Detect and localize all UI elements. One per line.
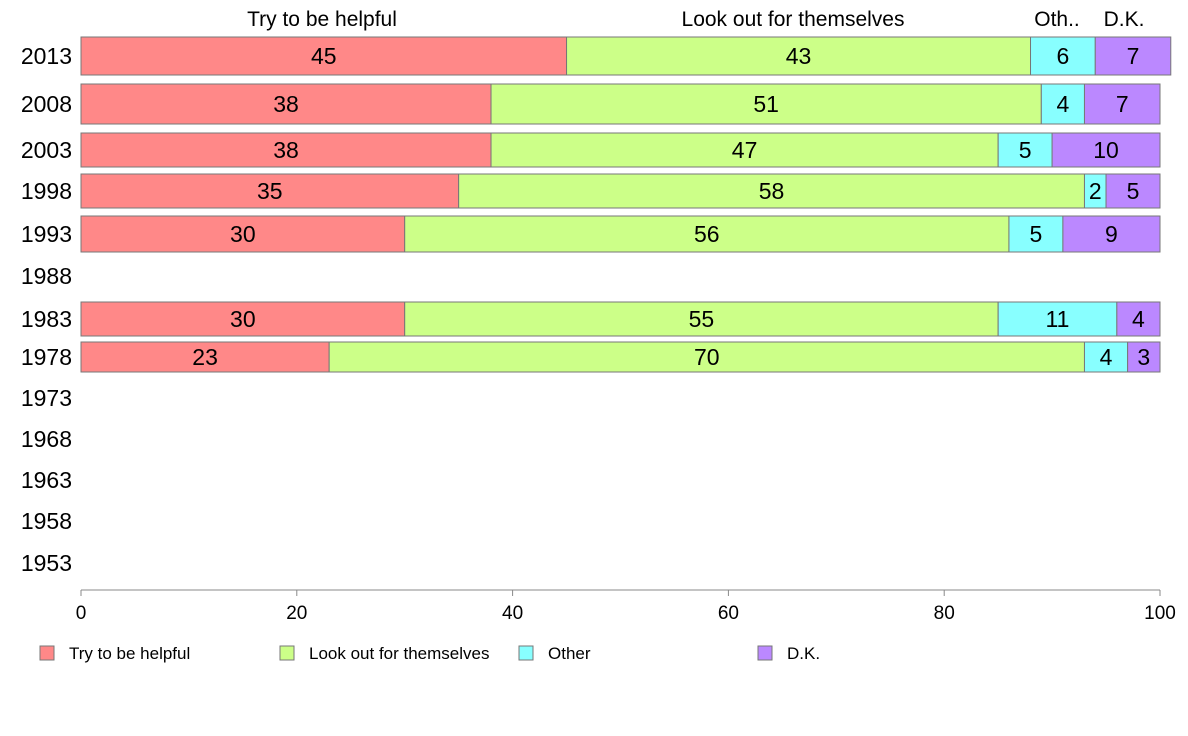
- bar-segment: [997, 301, 1118, 337]
- category-label: 1968: [21, 426, 72, 452]
- category-label: 1993: [21, 221, 72, 247]
- data-label: 58: [759, 178, 785, 204]
- category-label: 1963: [21, 467, 72, 493]
- bar-segment: [1083, 341, 1129, 373]
- category-label: 1988: [21, 263, 72, 289]
- column-header: Try to be helpful: [247, 8, 397, 31]
- bar-segment: [566, 36, 1032, 76]
- x-tick-label: 20: [286, 603, 307, 624]
- bar-segment: [80, 173, 460, 209]
- data-label: 23: [192, 344, 218, 370]
- data-label: 51: [753, 91, 779, 117]
- bar-segment: [1127, 341, 1161, 373]
- legend-swatch: [39, 645, 55, 661]
- column-header: Oth..: [1034, 8, 1080, 31]
- x-tick-label: 0: [76, 603, 87, 624]
- data-label: 10: [1093, 137, 1119, 163]
- category-label: 1958: [21, 508, 72, 534]
- bar-segment: [80, 132, 492, 168]
- bar-segment: [1051, 132, 1161, 168]
- data-label: 5: [1127, 178, 1140, 204]
- data-label: 7: [1127, 43, 1140, 69]
- bar-segment: [80, 36, 568, 76]
- data-label: 45: [311, 43, 337, 69]
- column-header: D.K.: [1104, 8, 1145, 31]
- category-label: 2008: [21, 91, 72, 117]
- data-label: 30: [230, 306, 256, 332]
- data-label: 38: [273, 91, 299, 117]
- bar-segment: [1040, 83, 1085, 125]
- bar-segment: [458, 173, 1085, 209]
- data-label: 70: [694, 344, 720, 370]
- data-label: 30: [230, 221, 256, 247]
- legend-label: Other: [548, 644, 591, 663]
- legend-label: Try to be helpful: [69, 644, 190, 663]
- data-label: 56: [694, 221, 720, 247]
- bar-segment: [1094, 36, 1172, 76]
- bar-segment: [328, 341, 1085, 373]
- category-labels: 2013 2008 2003 1998 1993 1988 1983 1978 1973 1968…: [21, 43, 72, 576]
- column-header: Look out for themselves: [682, 8, 905, 31]
- x-tick-label: 100: [1144, 603, 1176, 624]
- data-label: 4: [1132, 306, 1145, 332]
- bar-segment: [80, 215, 406, 253]
- data-label: 3: [1137, 344, 1150, 370]
- data-label: 4: [1056, 91, 1069, 117]
- bar-segment: [404, 215, 1010, 253]
- data-label: 47: [732, 137, 758, 163]
- data-label: 4: [1100, 344, 1113, 370]
- category-label: 1998: [21, 178, 72, 204]
- data-label: 43: [786, 43, 812, 69]
- category-label: 1973: [21, 385, 72, 411]
- data-label: 5: [1019, 137, 1032, 163]
- category-label: 2003: [21, 137, 72, 163]
- bar-segment: [1062, 215, 1161, 253]
- bar-segment: [490, 83, 1042, 125]
- data-label: 5: [1030, 221, 1043, 247]
- legend-label: D.K.: [787, 644, 820, 663]
- data-label: 35: [257, 178, 283, 204]
- x-tick-label: 60: [718, 603, 739, 624]
- legend: Try to be helpful Look out for themselves…: [39, 644, 820, 663]
- data-label: 6: [1056, 43, 1069, 69]
- category-label: 1953: [21, 550, 72, 576]
- column-headers: Try to be helpful Look out for themselves…: [247, 8, 1144, 31]
- x-axis: 0 20 40 60 80 100: [76, 589, 1176, 624]
- x-tick-label: 40: [502, 603, 523, 624]
- legend-swatch: [279, 645, 295, 661]
- data-label: 2: [1089, 178, 1102, 204]
- x-tick-label: 80: [934, 603, 955, 624]
- bar-segment: [490, 132, 999, 168]
- legend-label: Look out for themselves: [309, 644, 489, 663]
- bar-segment: [1030, 36, 1096, 76]
- bar-segment: [1105, 173, 1161, 209]
- data-label: 7: [1116, 91, 1129, 117]
- bar-segment: [80, 83, 492, 125]
- bar-segment: [404, 301, 999, 337]
- bar-segment: [1008, 215, 1064, 253]
- category-label: 1978: [21, 344, 72, 370]
- legend-swatch: [757, 645, 773, 661]
- bar-segment: [1083, 83, 1161, 125]
- category-label: 2013: [21, 43, 72, 69]
- data-label: 55: [689, 306, 715, 332]
- bar-segment: [80, 301, 406, 337]
- legend-swatch: [518, 645, 534, 661]
- bar-segment: [1116, 301, 1161, 337]
- data-label: 38: [273, 137, 299, 163]
- data-label: 11: [1046, 306, 1070, 332]
- data-label: 9: [1105, 221, 1118, 247]
- category-label: 1983: [21, 306, 72, 332]
- bar-segment: [80, 341, 330, 373]
